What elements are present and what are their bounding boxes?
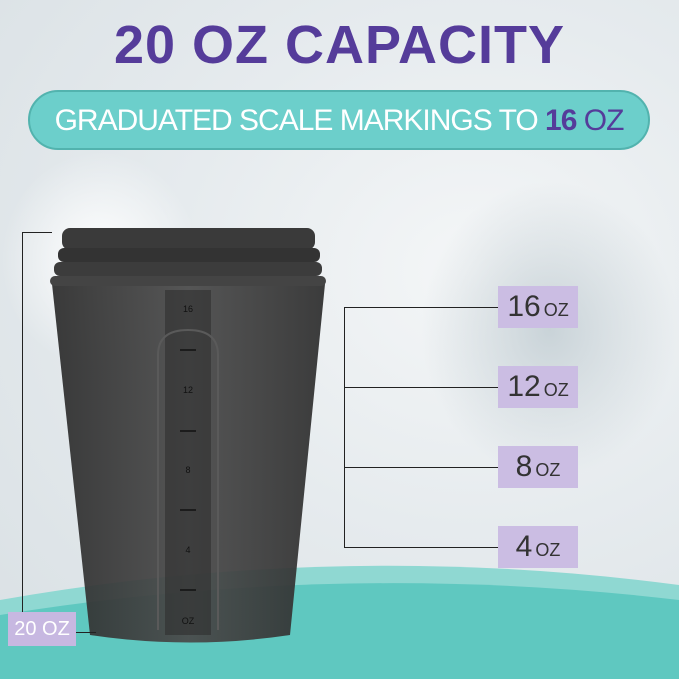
subtitle-banner: GRADUATED SCALE MARKINGS TO 16 OZ xyxy=(28,90,650,150)
bracket-tick xyxy=(344,307,498,308)
bracket-tick xyxy=(344,547,498,548)
capacity-value: 20 xyxy=(14,618,37,640)
scale-unit: OZ xyxy=(543,300,569,320)
cup-marking: 4 xyxy=(185,545,191,555)
bracket-tick xyxy=(344,387,498,388)
scale-value: 16 xyxy=(507,290,541,323)
title: 20 OZ CAPACITY xyxy=(113,15,566,75)
scale-value: 8 xyxy=(515,450,533,483)
capacity-label: 20 OZ xyxy=(8,612,76,646)
cup-marking: 12 xyxy=(182,385,193,395)
capacity-bracket xyxy=(22,232,23,632)
scale-value: 12 xyxy=(507,370,541,403)
scale-unit: OZ xyxy=(543,380,569,400)
scale-label-4: 4 OZ xyxy=(498,526,578,568)
capacity-unit: OZ xyxy=(42,618,70,640)
cup-marking: OZ xyxy=(181,616,195,626)
scale-unit: OZ xyxy=(535,540,561,560)
cup-marking: 8 xyxy=(185,465,191,475)
scale-label-8: 8 OZ xyxy=(498,446,578,488)
scale-label-16: 16 OZ xyxy=(498,286,578,328)
scale-unit: OZ xyxy=(535,460,561,480)
scale-value: 4 xyxy=(515,530,533,563)
bracket-tick xyxy=(76,632,96,633)
bracket-tick xyxy=(22,232,52,233)
banner-highlight: 16 xyxy=(545,104,577,137)
banner-unit: OZ xyxy=(583,104,625,137)
cup-marking: 16 xyxy=(182,304,193,314)
scale-bracket xyxy=(344,307,345,548)
banner-text: GRADUATED SCALE MARKINGS TO xyxy=(54,104,539,137)
scale-label-12: 12 OZ xyxy=(498,366,578,408)
bracket-tick xyxy=(344,467,498,468)
background-blur xyxy=(420,180,679,480)
